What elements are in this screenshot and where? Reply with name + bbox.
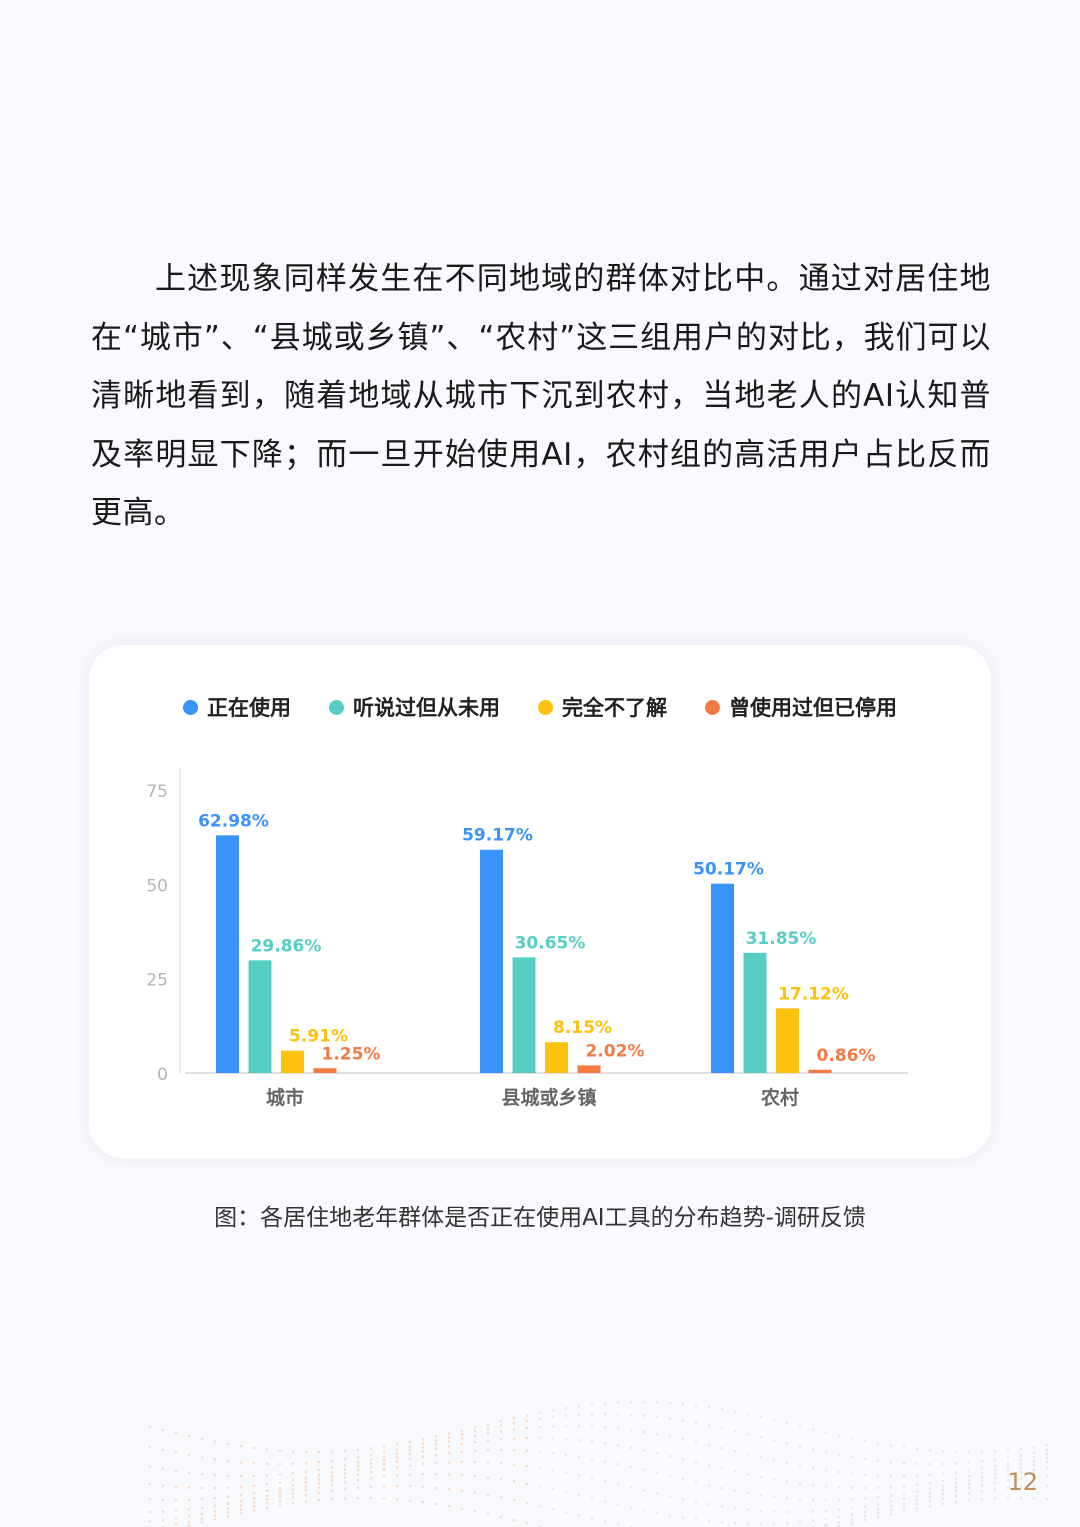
decorative-wave-pattern — [148, 1400, 1049, 1527]
bar — [545, 1042, 568, 1073]
y-tick-label: 25 — [146, 971, 168, 991]
data-label: 8.15% — [553, 1018, 612, 1038]
bar — [313, 1068, 337, 1073]
legend-label: 正在使用 — [207, 696, 291, 720]
page-number: 12 — [1007, 1468, 1038, 1496]
data-label: 0.86% — [817, 1046, 876, 1066]
body-paragraph: 上述现象同样发生在不同地域的群体对比中。通过对居住地在“城市”、“县城或乡镇”、… — [91, 261, 991, 531]
y-tick-label: 50 — [146, 876, 168, 896]
bar — [711, 883, 734, 1073]
bar-chart: 0 25 50 75 城市 62.98% 29.86% 5.91%1.25% 县城或乡镇 59.1… — [146, 768, 908, 1109]
legend-item[interactable]: 正在使用 — [183, 692, 291, 722]
legend-dot-icon — [705, 699, 720, 715]
legend-item[interactable]: 听说过但从未用 — [329, 692, 500, 722]
legend-dot-icon — [329, 699, 344, 715]
bar — [808, 1069, 832, 1073]
legend-label: 曾使用过但已停用 — [729, 696, 897, 720]
bar — [743, 952, 767, 1073]
legend-label: 听说过但从未用 — [353, 696, 500, 720]
bar — [281, 1050, 304, 1073]
data-label: 2.02% — [586, 1041, 645, 1061]
legend-label: 完全不了解 — [562, 696, 667, 720]
x-tick-label: 农村 — [760, 1086, 799, 1109]
data-label: 50.17% — [693, 860, 764, 880]
bar — [577, 1065, 601, 1073]
data-label: 59.17% — [462, 826, 533, 846]
figure-caption: 图：各居住地老年群体是否正在使用AI工具的分布趋势-调研反馈 — [214, 1205, 866, 1231]
y-tick-label: 75 — [146, 782, 168, 802]
bar — [216, 835, 239, 1073]
data-label: 29.86% — [251, 936, 322, 956]
data-label: 62.98% — [198, 811, 269, 831]
x-tick-label: 县城或乡镇 — [501, 1086, 596, 1109]
bar — [776, 1008, 799, 1073]
legend-dot-icon — [183, 699, 198, 715]
y-tick-label: 0 — [157, 1065, 168, 1085]
data-label: 30.65% — [515, 933, 586, 953]
data-label: 31.85% — [746, 929, 817, 949]
data-label: 17.12% — [778, 984, 849, 1004]
legend-dot-icon — [538, 699, 553, 715]
bar — [480, 849, 503, 1073]
legend-item[interactable]: 曾使用过但已停用 — [705, 692, 897, 722]
data-label: 5.91% — [289, 1027, 348, 1047]
chart-legend: 正在使用 听说过但从未用 完全不了解 曾使用过但已停用 — [0, 692, 1080, 722]
bar — [512, 957, 536, 1073]
legend-item[interactable]: 完全不了解 — [538, 692, 667, 722]
x-tick-label: 城市 — [266, 1086, 304, 1109]
bar — [248, 960, 272, 1073]
data-label: 1.25% — [322, 1044, 381, 1064]
